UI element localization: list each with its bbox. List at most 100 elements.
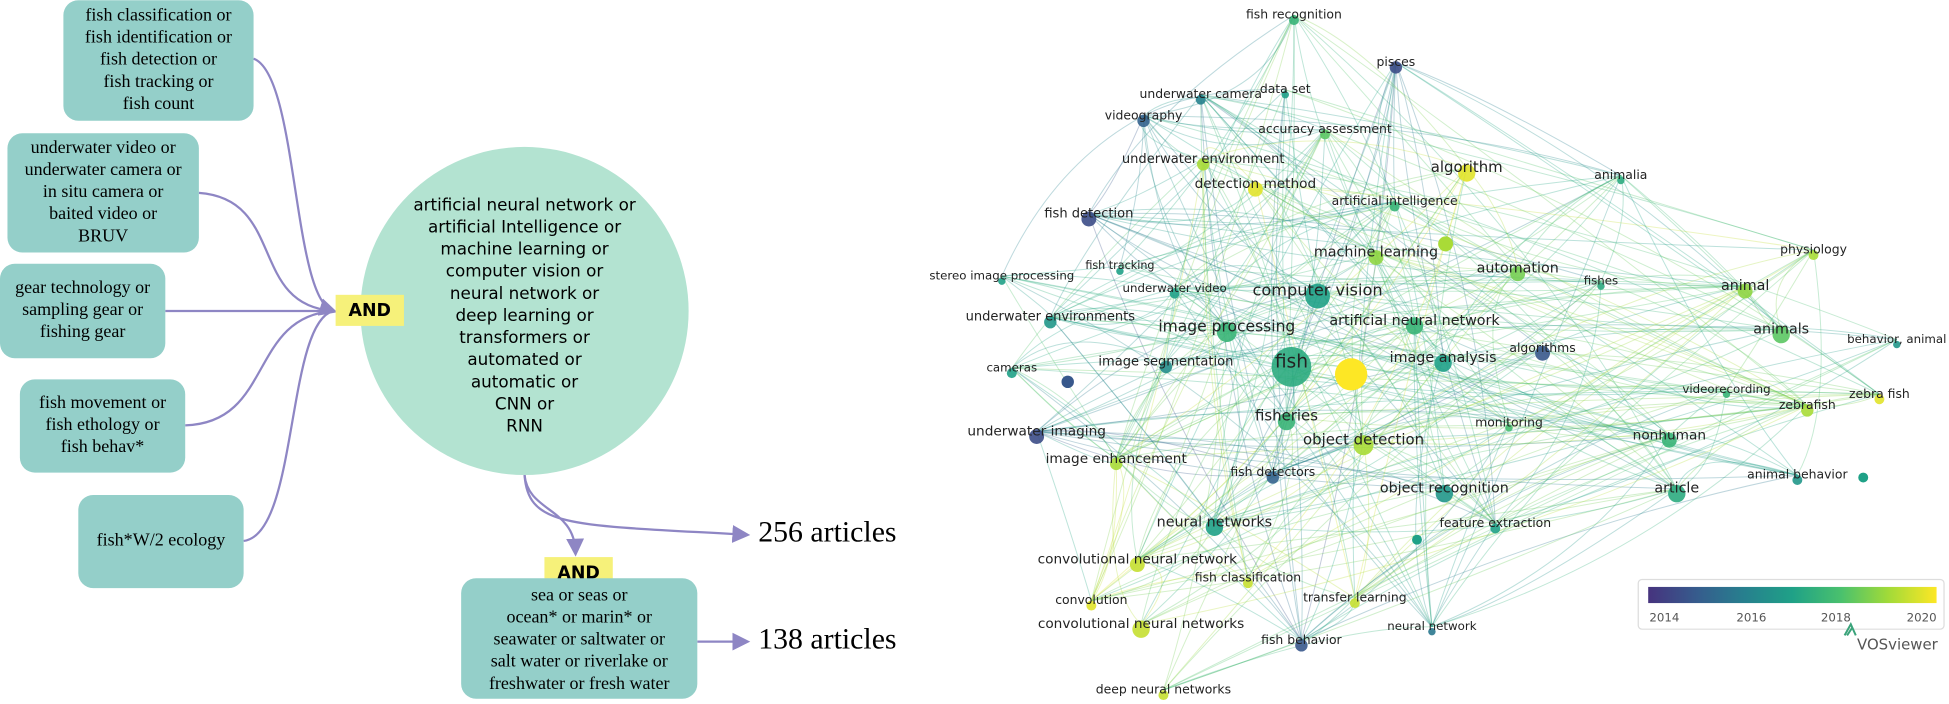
node-label: fish detectors xyxy=(1230,464,1315,479)
edge xyxy=(1115,458,1249,579)
edge xyxy=(1143,14,1295,117)
node xyxy=(1247,181,1263,197)
box-line: fishing gear xyxy=(40,321,126,341)
edge xyxy=(1291,361,1808,406)
edge xyxy=(1091,574,1249,602)
color-legend: 2014 2016 2018 2020 VOSviewer xyxy=(1637,578,1945,653)
node-label: animalia xyxy=(1594,167,1647,182)
edge xyxy=(1116,175,1622,460)
edge xyxy=(1517,268,1808,406)
edge xyxy=(1324,129,1808,406)
edge xyxy=(1174,288,1433,628)
box-line: salt water or riverlake or xyxy=(491,651,668,671)
edge xyxy=(1494,281,1602,524)
node-label: fish behavior xyxy=(1261,632,1342,647)
edge xyxy=(1036,390,1880,433)
edge xyxy=(1203,157,1395,203)
edge xyxy=(1200,94,1302,641)
edge xyxy=(1272,472,1798,480)
node xyxy=(1368,250,1384,265)
edge xyxy=(1088,213,1510,424)
and-label: AND xyxy=(349,301,391,321)
edge xyxy=(1137,488,1677,561)
edge xyxy=(1140,388,1727,625)
edge xyxy=(1088,213,1678,490)
edge xyxy=(1137,320,1415,561)
legend-tick: 2016 xyxy=(1736,610,1766,624)
edge xyxy=(1036,409,1670,436)
node-label: neural network xyxy=(1387,619,1476,633)
edge xyxy=(1200,94,1543,349)
edge xyxy=(1200,94,1808,406)
result-count: 138 articles xyxy=(758,622,896,655)
edge xyxy=(1395,62,1496,524)
edge xyxy=(1542,347,1808,409)
edge xyxy=(1088,213,1746,287)
edge xyxy=(1354,285,1746,599)
node-label: neural networks xyxy=(1157,514,1272,530)
edge xyxy=(1726,249,1814,390)
node xyxy=(1808,250,1819,261)
edge xyxy=(1293,15,1444,359)
node-label: underwater environment xyxy=(1122,152,1285,167)
node xyxy=(1320,129,1330,140)
edge xyxy=(1143,115,1621,176)
edge xyxy=(1088,213,1444,359)
box-line: freshwater or fresh water xyxy=(489,673,670,693)
edge xyxy=(1775,249,1814,330)
edge xyxy=(1115,89,1286,460)
edge xyxy=(1174,265,1318,292)
circle-line: deep learning or xyxy=(455,305,593,325)
edge xyxy=(1272,329,1782,474)
circle-line: artificial Intelligence or xyxy=(428,216,621,236)
node xyxy=(1617,176,1625,185)
edge xyxy=(1200,94,1814,251)
edge xyxy=(1119,265,1798,476)
edge xyxy=(1088,115,1145,215)
node xyxy=(1159,360,1173,374)
node xyxy=(1438,236,1454,252)
edge xyxy=(1165,361,1727,396)
edge xyxy=(1036,431,1092,601)
node-label: image segmentation xyxy=(1098,354,1233,369)
edge xyxy=(1291,361,1496,524)
node xyxy=(1132,620,1150,638)
edge xyxy=(1200,94,1415,322)
edge xyxy=(1363,439,1496,524)
edge xyxy=(1202,159,1292,363)
node-label: physiology xyxy=(1780,242,1847,257)
edge xyxy=(1202,147,1256,185)
edge xyxy=(1393,62,1397,202)
edge xyxy=(1050,201,1395,318)
node-label: pisces xyxy=(1377,54,1416,69)
edge xyxy=(1620,175,1798,476)
node xyxy=(1510,266,1526,282)
node-label: artificial neural network xyxy=(1329,313,1500,329)
edge xyxy=(1214,339,1897,523)
edge xyxy=(1140,357,1444,625)
edge xyxy=(1351,201,1396,441)
node xyxy=(1801,404,1814,417)
node-label: object recognition xyxy=(1380,481,1509,497)
edge xyxy=(1394,201,1746,287)
node xyxy=(1389,201,1400,212)
node-label: convolution xyxy=(1055,592,1127,607)
edge xyxy=(1112,458,1142,625)
node-label: underwater video xyxy=(1123,281,1227,295)
legend-tick: 2018 xyxy=(1821,610,1851,624)
node xyxy=(1288,15,1299,26)
edge xyxy=(1255,183,1678,490)
edge xyxy=(1088,213,1814,251)
edge xyxy=(1174,280,1601,290)
edge xyxy=(1726,388,1880,407)
edge xyxy=(1088,213,1318,292)
edge xyxy=(1165,129,1326,363)
edge xyxy=(1352,62,1397,599)
edge xyxy=(1600,274,1746,287)
node xyxy=(1137,114,1150,128)
edge xyxy=(1162,327,1228,691)
node-label: fisheries xyxy=(1255,407,1318,425)
edge xyxy=(1137,347,1543,560)
edge xyxy=(1226,326,1433,627)
edge xyxy=(1255,183,1395,203)
